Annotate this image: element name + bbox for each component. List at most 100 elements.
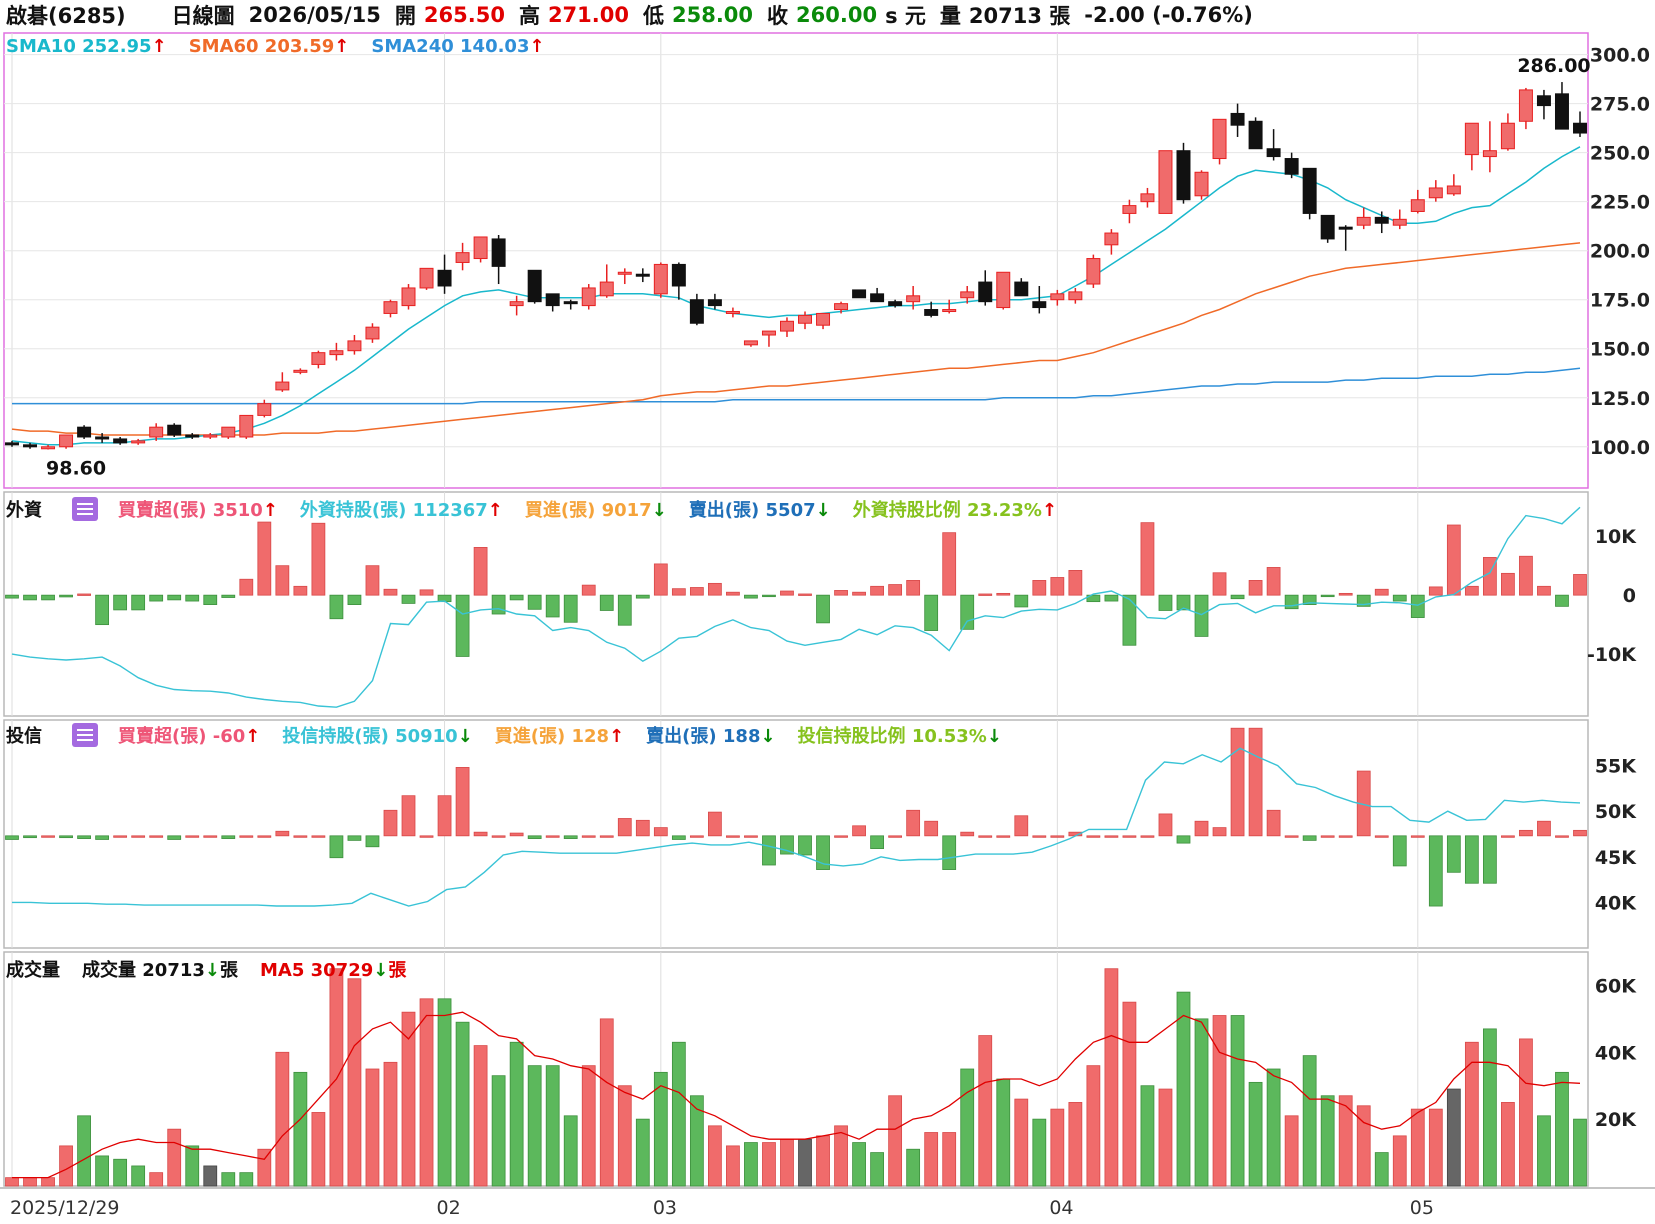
quote-header: 啟碁(6285) 日線圖 2026/05/15 開 265.50 高 271.0… (0, 0, 1655, 30)
candle-body (743, 340, 758, 346)
candle-body (131, 440, 146, 444)
trust-net-bar (996, 835, 1011, 838)
trust-net-bar (762, 835, 776, 866)
trust-net-bar (689, 835, 704, 838)
volume-bar (275, 1051, 290, 1187)
trust-net-bar (59, 835, 73, 839)
trust-net-bar (635, 819, 650, 837)
trust-net-bar (924, 820, 939, 837)
trust-net-bar (491, 835, 506, 838)
sma240-line (12, 367, 1581, 405)
trust-net-bar (221, 835, 236, 839)
price-tick-label: 150.0 (1590, 339, 1650, 361)
trust-net-bar (365, 835, 380, 848)
foreign-net-bar (1501, 572, 1515, 596)
candle-body (996, 271, 1011, 309)
foreign-net-bar (689, 587, 704, 596)
foreign-net-bar (347, 594, 362, 605)
volume-tick-label: 20K (1595, 1109, 1637, 1131)
candle-body (1284, 158, 1299, 175)
foreign-holding-line (11, 506, 1581, 708)
volume-bar (996, 1078, 1011, 1187)
legend-item: SMA10 252.95↑ (6, 36, 167, 57)
volume-bar (726, 1145, 740, 1187)
volume-bar (1573, 1118, 1587, 1187)
trust-net-bar (239, 835, 254, 838)
candle-body (545, 293, 560, 307)
foreign-net-bar (1194, 594, 1209, 637)
volume-bar (167, 1128, 182, 1187)
foreign-net-bar (203, 594, 218, 605)
trust-net-bar (599, 835, 614, 838)
candle-body (41, 446, 56, 450)
foreign-net-bar (1104, 594, 1119, 602)
candle-body (1410, 199, 1425, 212)
volume-bar (617, 1085, 632, 1187)
volume-bar (1068, 1102, 1083, 1187)
volume-bar (906, 1148, 921, 1187)
candle-body (1500, 122, 1515, 150)
foreign-net-bar (1014, 594, 1029, 608)
trust-net-bar (203, 835, 218, 838)
trust-net-bar (383, 809, 398, 837)
candle-body (725, 310, 740, 314)
trust-net-bar (708, 811, 722, 837)
trust-net-bar (617, 818, 632, 837)
foreign-net-bar (491, 594, 506, 615)
volume-bar (1230, 1015, 1245, 1187)
trust-net-bar (1122, 835, 1137, 838)
foreign-net-bar (870, 585, 884, 596)
trust-net-bar (1573, 829, 1587, 837)
menu-icon[interactable] (72, 723, 98, 747)
volume-bar (491, 1075, 506, 1187)
x-tick-label: 04 (1049, 1197, 1073, 1219)
price-tick-label: 175.0 (1590, 290, 1650, 312)
foreign-net-bar (365, 565, 380, 596)
volume-bar (347, 978, 362, 1187)
foreign-tick-label: -10K (1587, 644, 1637, 666)
foreign-net-bar (383, 588, 398, 596)
candle-body (960, 291, 975, 299)
candle-body (23, 444, 38, 448)
trust-net-bar (744, 835, 758, 838)
candle-body (329, 350, 344, 356)
candle-body (491, 238, 506, 267)
volume-bar (41, 1177, 55, 1187)
volume-bar (59, 1145, 73, 1187)
volume-label: 量 (939, 4, 961, 28)
high-annotation: 286.00 (1517, 55, 1590, 77)
candle-body (761, 330, 776, 336)
candle-body (635, 273, 650, 277)
volume-bar (1482, 1028, 1497, 1187)
volume-bar (1032, 1118, 1047, 1187)
trust-net-bar (1446, 835, 1461, 873)
candle-body (1482, 150, 1497, 158)
volume-bar (978, 1035, 993, 1187)
candle-body (1230, 112, 1245, 126)
low-value: 258.00 (671, 3, 754, 27)
foreign-net-bar (1573, 574, 1587, 596)
foreign-net-bar (1032, 580, 1047, 596)
volume-ma5-line (12, 1011, 1581, 1179)
foreign-net-bar (1230, 594, 1245, 600)
volume-bar (383, 1061, 398, 1187)
foreign-net-bar (1410, 594, 1425, 618)
candle-body (419, 267, 434, 289)
volume-bar (1140, 1085, 1155, 1187)
volume-bar (221, 1172, 236, 1187)
chart-kind[interactable]: 日線圖 (171, 4, 235, 28)
volume-bar (1248, 1081, 1263, 1187)
menu-icon[interactable] (72, 497, 98, 521)
legend-item: SMA60 203.59↑ (188, 36, 350, 57)
foreign-net-bar (1356, 594, 1371, 607)
candle-body (1086, 258, 1101, 285)
foreign-net-bar (311, 522, 326, 596)
trust-net-bar (509, 832, 524, 837)
candle-body (1356, 216, 1371, 226)
volume-bar (1212, 1015, 1227, 1187)
volume-bar (329, 968, 344, 1187)
trust-net-bar (329, 835, 344, 859)
trust-net-bar (1050, 835, 1065, 838)
volume-tick-label: 40K (1595, 1042, 1637, 1064)
